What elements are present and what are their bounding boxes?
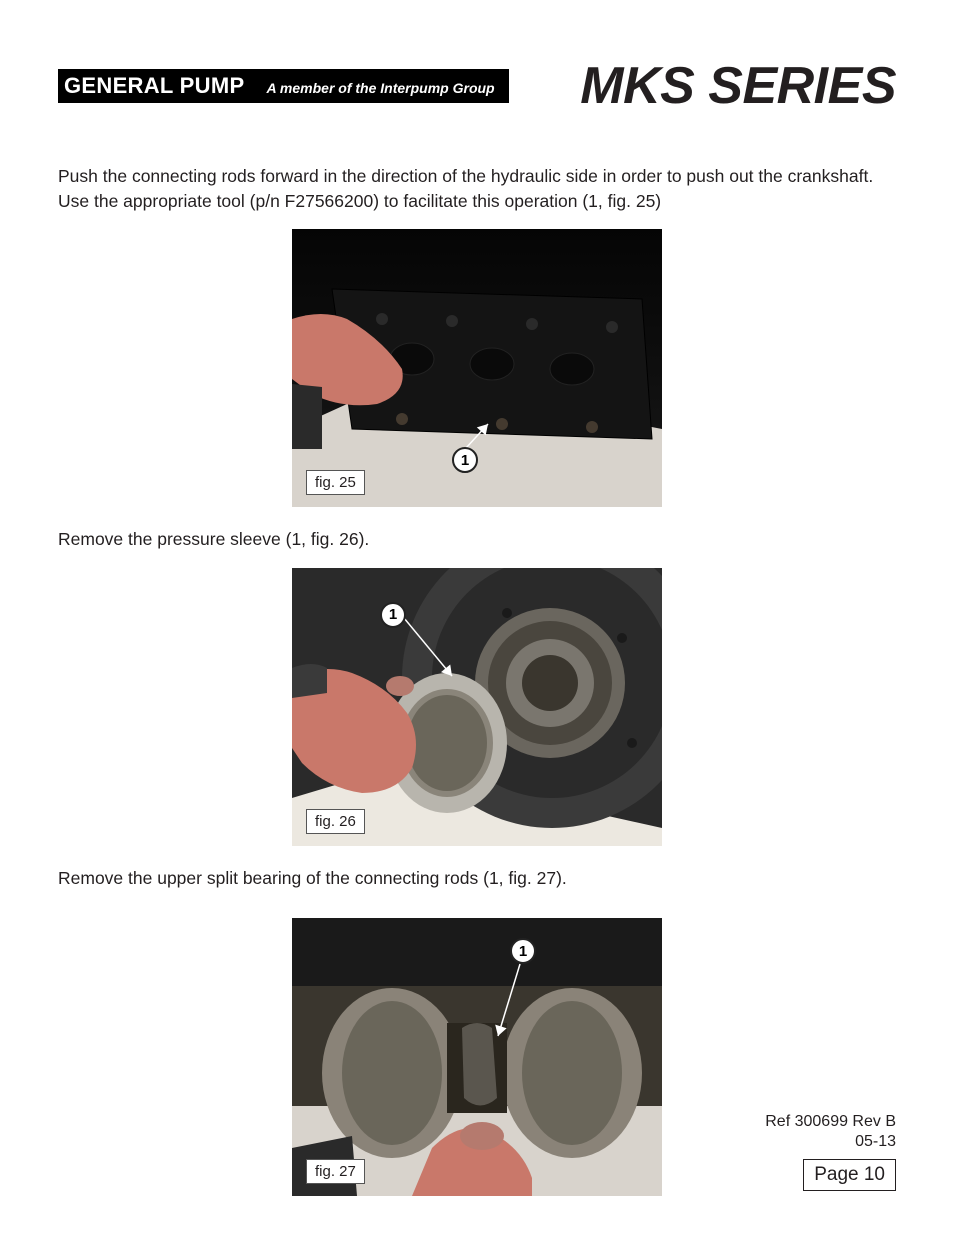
figure-26-callout-badge: 1: [380, 602, 406, 628]
figure-26-image: [292, 568, 662, 846]
instruction-paragraph-3: Remove the upper split bearing of the co…: [58, 866, 896, 891]
instruction-paragraph-2: Remove the pressure sleeve (1, fig. 26).: [58, 527, 896, 552]
page-footer: Ref 300699 Rev B 05-13 Page 10: [765, 1113, 896, 1191]
brand-name: GENERAL PUMP: [64, 73, 244, 99]
figure-27: 1 fig. 27: [292, 918, 662, 1196]
figure-25-label: fig. 25: [306, 470, 365, 495]
figure-25-image: [292, 229, 662, 507]
figure-26: 1 fig. 26: [292, 568, 662, 846]
figure-27-label: fig. 27: [306, 1159, 365, 1184]
figure-26-label: fig. 26: [306, 809, 365, 834]
page-header: GENERAL PUMP A member of the Interpump G…: [58, 56, 896, 116]
figure-25: 1 fig. 25: [292, 229, 662, 507]
page-content: GENERAL PUMP A member of the Interpump G…: [0, 0, 954, 1256]
figure-27-callout-badge: 1: [510, 938, 536, 964]
figure-26-wrap: 1 fig. 26: [58, 568, 896, 846]
figure-27-image: [292, 918, 662, 1196]
series-title: MKS SERIES: [580, 56, 896, 116]
brand-tagline: A member of the Interpump Group: [266, 80, 494, 96]
figure-25-wrap: 1 fig. 25: [58, 229, 896, 507]
doc-ref: Ref 300699 Rev B: [765, 1113, 896, 1131]
page-number: Page 10: [803, 1159, 896, 1191]
doc-date: 05-13: [765, 1133, 896, 1151]
brand-banner: GENERAL PUMP A member of the Interpump G…: [58, 69, 509, 103]
instruction-paragraph-1: Push the connecting rods forward in the …: [58, 164, 896, 213]
figure-25-callout-badge: 1: [452, 447, 478, 473]
